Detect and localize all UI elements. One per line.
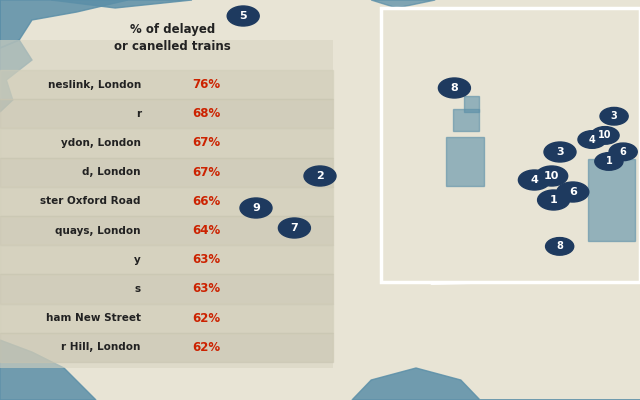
Text: 1: 1 [550, 195, 557, 205]
Bar [445, 137, 484, 186]
Text: y: y [134, 255, 141, 265]
Circle shape [545, 238, 573, 255]
Text: 3: 3 [611, 111, 618, 121]
Text: 1: 1 [605, 156, 612, 166]
Polygon shape [0, 0, 32, 112]
Circle shape [609, 143, 637, 161]
Text: 6: 6 [569, 187, 577, 197]
Circle shape [536, 166, 568, 186]
Circle shape [227, 6, 259, 26]
Polygon shape [0, 340, 96, 400]
Text: 10: 10 [544, 171, 559, 181]
Bar [588, 159, 635, 241]
Bar [0, 187, 333, 216]
Text: 76%: 76% [192, 78, 220, 91]
Text: 2: 2 [316, 171, 324, 181]
Circle shape [518, 170, 550, 190]
Polygon shape [352, 368, 640, 400]
Text: 4: 4 [589, 134, 595, 144]
Circle shape [538, 190, 570, 210]
Bar [0, 274, 333, 304]
Text: 62%: 62% [192, 341, 220, 354]
Text: 62%: 62% [192, 312, 220, 325]
Text: 7: 7 [291, 223, 298, 233]
Bar [0, 245, 333, 274]
Text: 63%: 63% [192, 253, 220, 266]
Text: 6: 6 [620, 147, 627, 157]
Bar [0, 216, 333, 245]
Text: quays, London: quays, London [55, 226, 141, 236]
Text: neslink, London: neslink, London [47, 80, 141, 90]
Circle shape [304, 166, 336, 186]
Bar [0, 158, 333, 187]
Text: ster Oxford Road: ster Oxford Road [40, 196, 141, 206]
Circle shape [595, 153, 623, 170]
Text: d, London: d, London [83, 167, 141, 177]
Text: 10: 10 [598, 130, 612, 140]
Text: 3: 3 [556, 147, 564, 157]
Bar [453, 109, 479, 131]
Text: 67%: 67% [192, 136, 220, 150]
Bar [0, 304, 333, 333]
Polygon shape [563, 160, 640, 280]
Text: r Hill, London: r Hill, London [61, 342, 141, 352]
Text: 68%: 68% [192, 107, 220, 120]
Text: 8: 8 [451, 83, 458, 93]
Circle shape [557, 182, 589, 202]
Text: 9: 9 [252, 203, 260, 213]
Text: 4: 4 [531, 175, 538, 185]
Text: ydon, London: ydon, London [61, 138, 141, 148]
Bar [0, 70, 333, 99]
Text: 67%: 67% [192, 166, 220, 179]
Polygon shape [51, 0, 192, 8]
Circle shape [240, 198, 272, 218]
Text: r: r [136, 109, 141, 119]
Text: 66%: 66% [192, 195, 220, 208]
Text: 5: 5 [239, 11, 247, 21]
Circle shape [544, 142, 576, 162]
FancyBboxPatch shape [381, 8, 640, 282]
Bar [0, 99, 333, 128]
Circle shape [600, 108, 628, 125]
Polygon shape [371, 0, 435, 8]
Text: s: s [134, 284, 141, 294]
Circle shape [591, 127, 619, 144]
FancyBboxPatch shape [381, 8, 640, 282]
Text: % of delayed
or canelled trains: % of delayed or canelled trains [115, 23, 231, 53]
Bar [0, 128, 333, 158]
Text: 63%: 63% [192, 282, 220, 296]
Text: ham New Street: ham New Street [46, 313, 141, 323]
Circle shape [578, 131, 606, 148]
Circle shape [278, 218, 310, 238]
Bar [464, 96, 479, 112]
Text: 8: 8 [556, 241, 563, 251]
Polygon shape [0, 0, 128, 48]
FancyBboxPatch shape [0, 40, 333, 368]
Circle shape [438, 78, 470, 98]
Text: 64%: 64% [192, 224, 220, 237]
Bar [0, 333, 333, 362]
